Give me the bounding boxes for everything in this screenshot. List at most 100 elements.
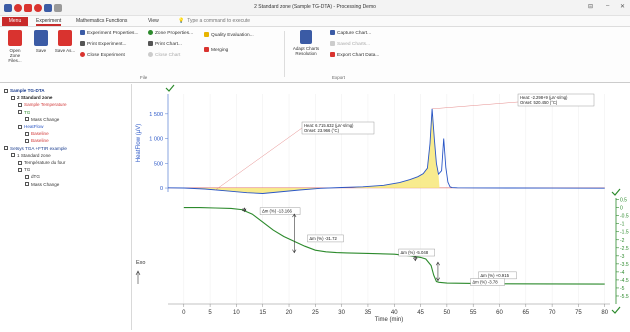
step-arrow-down (435, 277, 440, 282)
experiment-properties-button[interactable]: Experiment Properties... (80, 30, 138, 36)
tree-node[interactable]: Sample TG-DTA (4, 88, 45, 93)
record-icon[interactable] (14, 4, 22, 12)
mass-change-label: ∆m (%) -13.166 (262, 209, 292, 214)
capture-chart-label: Capture Chart... (337, 31, 372, 36)
tree-node-label: Sample TG-DTA (10, 88, 45, 93)
close-chart-button[interactable]: Close Chart (148, 52, 180, 58)
experiment-properties-label: Experiment Properties... (87, 31, 139, 36)
step-arrow-up (435, 261, 440, 266)
tree-node[interactable]: Température du four (18, 160, 65, 165)
x-tick-label: 15 (259, 310, 266, 316)
saved-charts-button[interactable]: Saved Charts... (330, 41, 370, 47)
adapt-icon (300, 30, 312, 44)
tg-tick-label: -1 (620, 222, 625, 228)
export-icon (330, 52, 335, 57)
print-chart-button[interactable]: Print Chart... (148, 41, 182, 47)
close-experiment-button[interactable]: Close Experiment (80, 52, 125, 58)
checkbox-icon[interactable] (11, 95, 15, 100)
x-tick-label: 80 (601, 310, 608, 316)
merging-button[interactable]: Merging (204, 47, 228, 53)
x-tick-label: 35 (365, 310, 372, 316)
checkbox-icon[interactable] (18, 167, 22, 172)
checkbox-icon[interactable] (18, 160, 22, 165)
checkbox-icon[interactable] (18, 102, 22, 107)
menu-button[interactable]: Menu (2, 17, 28, 26)
exo-arrow-head (135, 270, 141, 276)
checkbox-icon[interactable] (25, 117, 29, 122)
menu-bar: Menu Experiment Mathematics Functions Vi… (0, 16, 630, 27)
x-tick-label: 45 (417, 310, 424, 316)
tree-node-label: Sample Temperature (24, 102, 67, 108)
quality-evaluation-button[interactable]: Quality Evaluation... (204, 32, 254, 38)
save-button[interactable]: Save (30, 30, 52, 53)
close-button[interactable]: ✕ (620, 4, 626, 10)
zone-properties-label: Zone Properties... (155, 31, 194, 36)
checkbox-icon[interactable] (4, 88, 8, 93)
saved-charts-label: Saved Charts... (337, 42, 371, 47)
tab-experiment[interactable]: Experiment (36, 18, 62, 26)
stop-icon[interactable] (34, 4, 42, 12)
tree-node[interactable]: Mass Change (25, 182, 59, 187)
checkbox-icon[interactable] (25, 131, 29, 136)
tree-node[interactable]: TG (18, 110, 30, 115)
tree-node-label: HeatFlow (24, 124, 44, 129)
checkbox-icon[interactable] (18, 124, 22, 129)
tree-node[interactable]: 2 Standard zone (11, 95, 52, 100)
print-experiment-button[interactable]: Print Experiment... (80, 41, 126, 47)
quick-access-menu-icon[interactable] (54, 4, 62, 12)
print-icon (80, 41, 85, 46)
command-search[interactable]: 💡 Type a command to execute (178, 18, 298, 26)
app-icon (4, 4, 12, 12)
tree-node[interactable]: dTG (25, 174, 40, 179)
print-experiment-label: Print Experiment... (87, 42, 127, 47)
tab-view[interactable]: View (148, 18, 159, 24)
exotherm-area (352, 108, 440, 189)
tab-mathematics-functions[interactable]: Mathematics Functions (76, 18, 128, 24)
command-search-placeholder: Type a command to execute (187, 18, 251, 24)
tree-node[interactable]: Baseline (25, 138, 49, 143)
tree-node[interactable]: Sample Temperature (18, 102, 67, 107)
checkbox-icon[interactable] (11, 153, 15, 158)
open-zone-files-label: Open Zone Files... (8, 48, 22, 63)
checkbox-icon[interactable] (25, 138, 29, 143)
checkbox-icon[interactable] (18, 110, 22, 115)
heat-annotation-1-box (301, 121, 375, 135)
tree-node[interactable]: Mass Change (25, 117, 59, 122)
annotation-leader (432, 101, 519, 110)
open-zone-files-button[interactable]: Open Zone Files... (4, 30, 26, 63)
minimize-button[interactable]: – (606, 3, 610, 9)
restore-button[interactable]: ⊟ (588, 4, 594, 10)
x-tick-label: 70 (549, 310, 556, 316)
save-quick-icon[interactable] (44, 4, 52, 12)
save-as-button[interactable]: Save As... (54, 30, 76, 53)
tree-node[interactable]: Setsys TGA +FTIR example (4, 146, 67, 151)
mass-change-label: ∆m (%) -3.78 (473, 280, 499, 285)
capture-chart-button[interactable]: Capture Chart... (330, 30, 371, 36)
tree-node-label: 2 Standard zone (17, 95, 53, 101)
adapt-charts-resolution-button[interactable]: Adapt Charts Resolution (290, 30, 322, 56)
tg-tick-label: -2.5 (620, 246, 629, 252)
tree-node[interactable]: TG (18, 167, 30, 172)
tree-node[interactable]: 1 Standard zone (11, 153, 51, 158)
mass-change-label: ∆m (%) +0.915 (480, 273, 509, 278)
tree-node[interactable]: HeatFlow (18, 124, 43, 129)
x-tick-label: 30 (338, 310, 345, 316)
x-tick-label: 20 (286, 310, 293, 316)
zone-icon (148, 30, 153, 35)
checkbox-icon[interactable] (4, 146, 8, 151)
tree-node-label: Mass Change (31, 181, 60, 187)
x-tick-label: 5 (208, 310, 212, 316)
x-tick-label: 55 (470, 310, 477, 316)
play-icon[interactable] (24, 4, 32, 12)
tree-node-label: TG (24, 167, 31, 173)
export-chart-data-button[interactable]: Export Chart Data... (330, 52, 379, 58)
checkbox-icon[interactable] (25, 174, 29, 179)
checkbox-icon[interactable] (25, 182, 29, 187)
chart-area[interactable]: 0 500 1 000 1 500 HeatFlow (µV) 0.5 0 -0.5 -1 -1.… (132, 84, 630, 330)
tree-node[interactable]: Baseline (25, 131, 49, 136)
zone-properties-button[interactable]: Zone Properties... (148, 30, 193, 36)
tree-node-label: TG (24, 109, 31, 115)
tg-tick-label: -3 (620, 254, 625, 260)
